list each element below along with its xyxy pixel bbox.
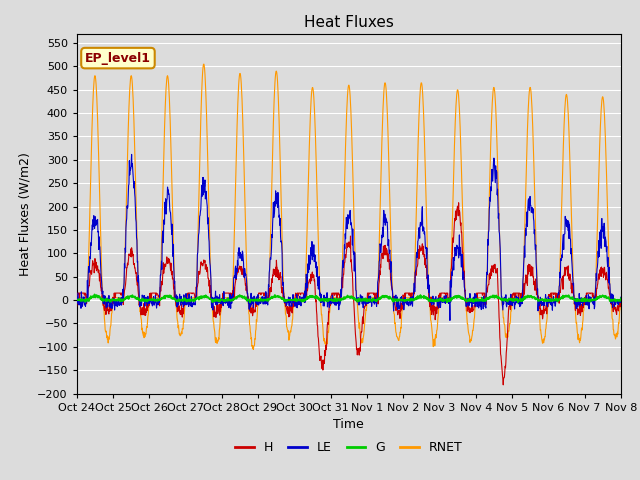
Legend: H, LE, G, RNET: H, LE, G, RNET — [230, 436, 468, 459]
X-axis label: Time: Time — [333, 418, 364, 431]
Y-axis label: Heat Fluxes (W/m2): Heat Fluxes (W/m2) — [19, 152, 32, 276]
Text: EP_level1: EP_level1 — [85, 51, 151, 65]
Title: Heat Fluxes: Heat Fluxes — [304, 15, 394, 30]
